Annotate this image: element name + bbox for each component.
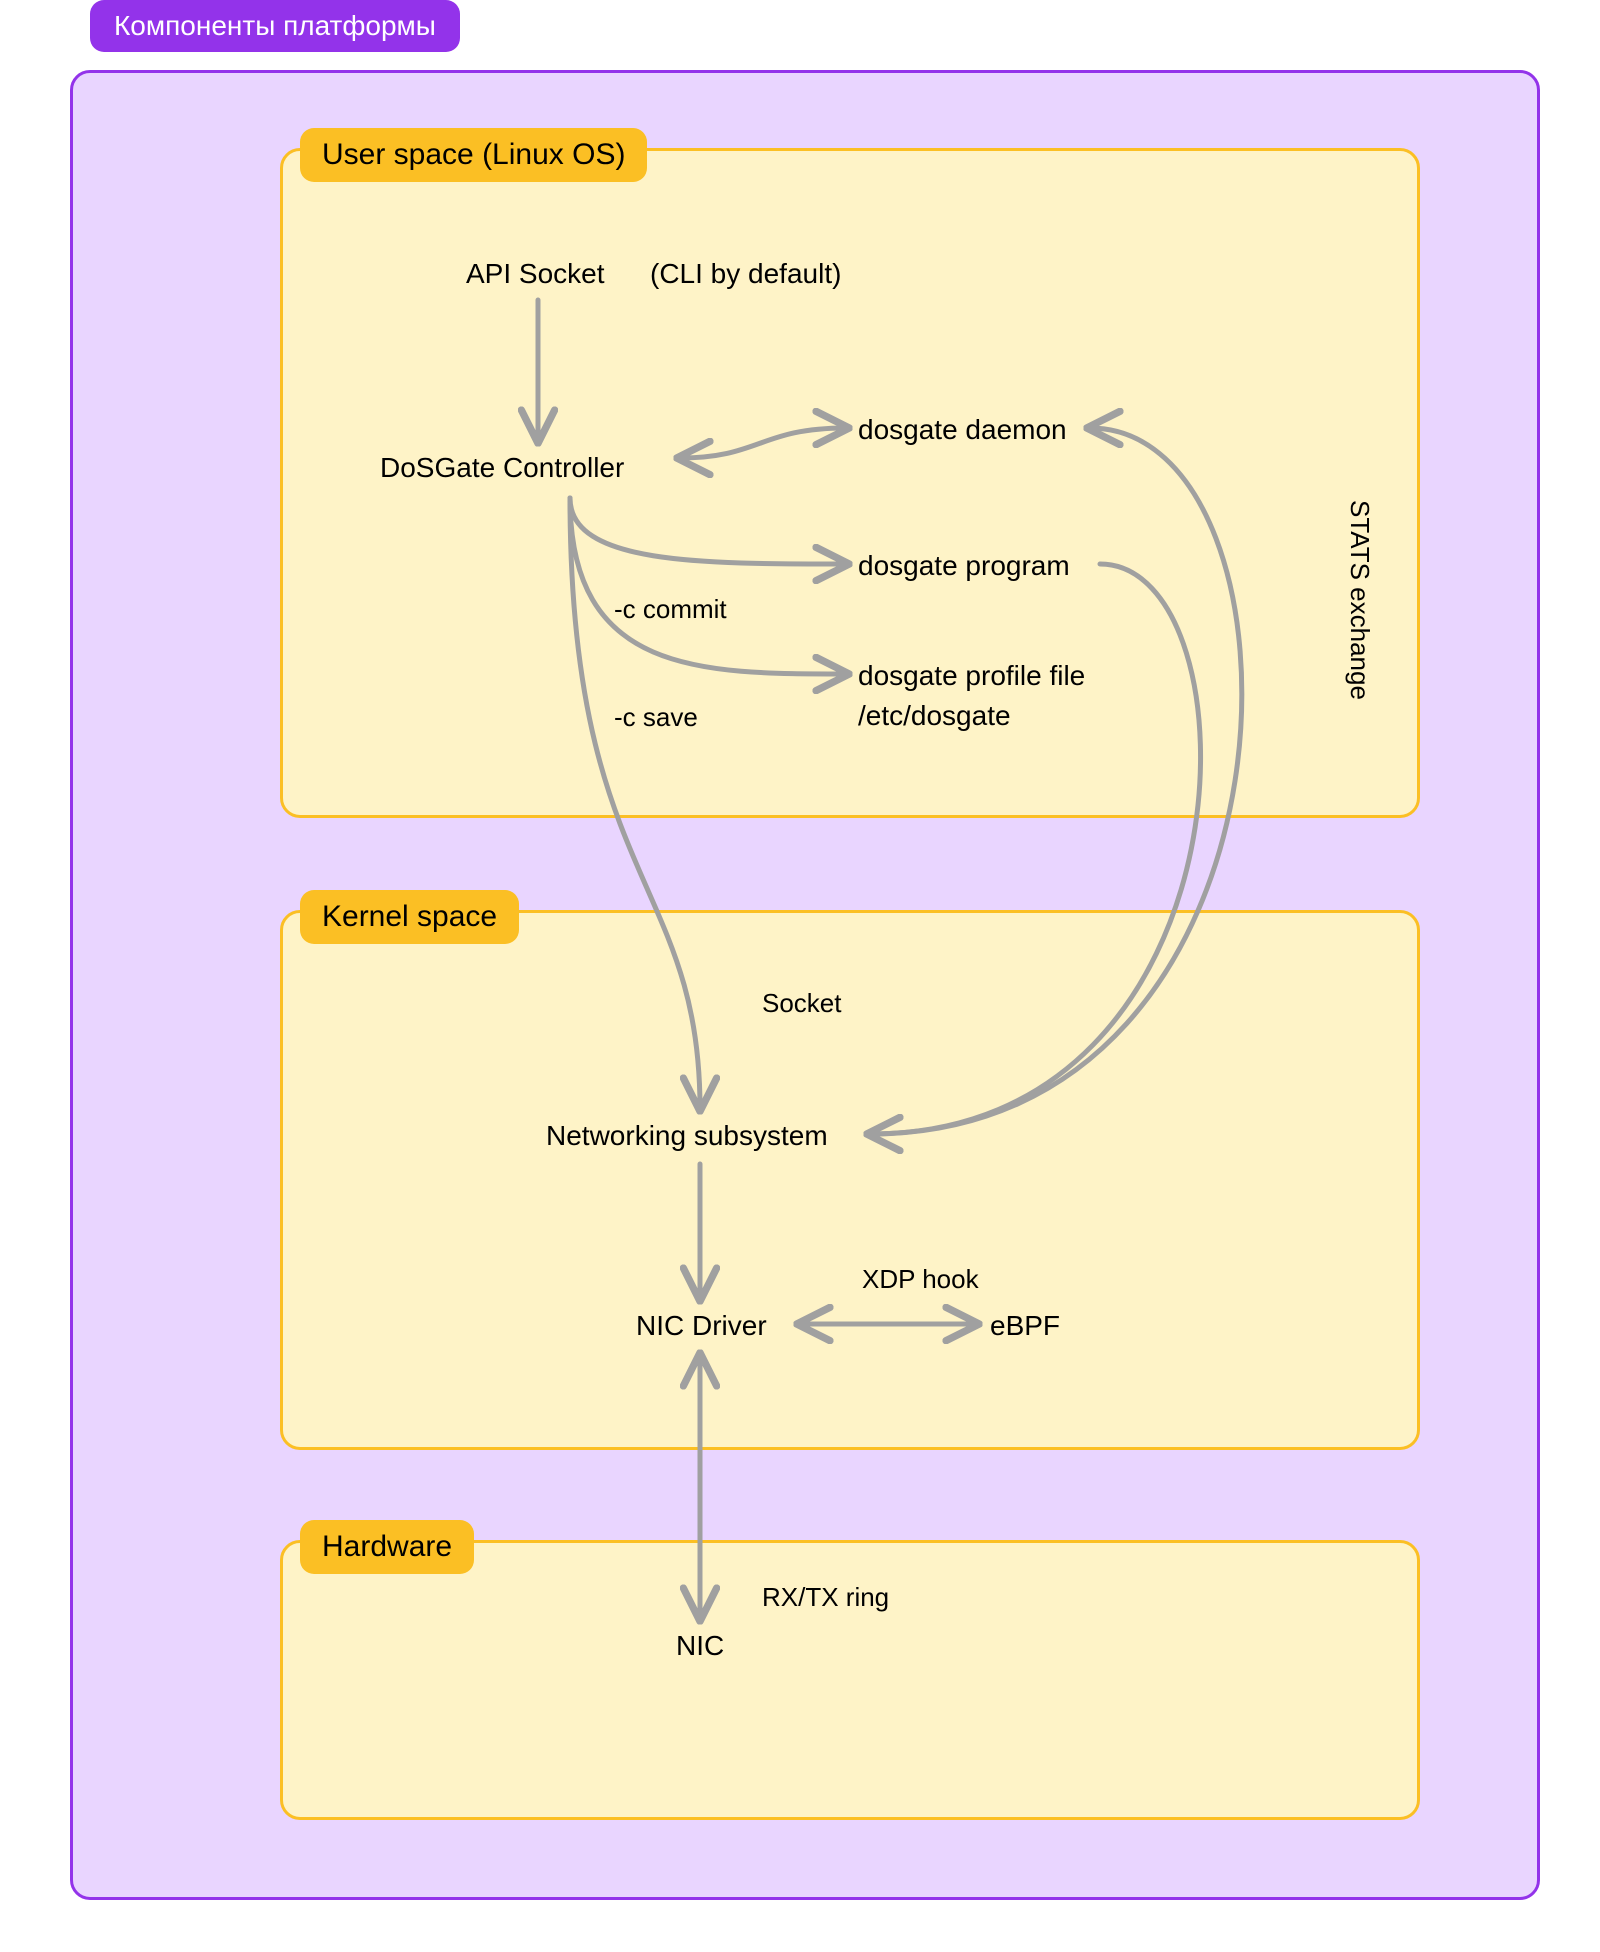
panel-title-userspace: User space (Linux OS) xyxy=(300,128,647,182)
panel-kernelspace xyxy=(280,910,1420,1450)
edge-label-socket: Socket xyxy=(762,988,842,1019)
node-cli: (CLI by default) xyxy=(650,258,841,290)
edge-label-commit: -c commit xyxy=(614,594,727,625)
node-nic: NIC xyxy=(676,1630,724,1662)
panel-title-kernelspace: Kernel space xyxy=(300,890,519,944)
node-program: dosgate program xyxy=(858,550,1070,582)
outer-title: Компоненты платформы xyxy=(90,0,460,52)
node-controller: DoSGate Controller xyxy=(380,452,624,484)
node-profile: dosgate profile file xyxy=(858,660,1085,692)
node-daemon: dosgate daemon xyxy=(858,414,1067,446)
panel-title-hardware: Hardware xyxy=(300,1520,474,1574)
edge-label-xdphook: XDP hook xyxy=(862,1264,979,1295)
edge-label-rxtx: RX/TX ring xyxy=(762,1582,889,1613)
node-etc: /etc/dosgate xyxy=(858,700,1011,732)
node-netsub: Networking subsystem xyxy=(546,1120,828,1152)
node-ebpf: eBPF xyxy=(990,1310,1060,1342)
node-api_socket: API Socket xyxy=(466,258,605,290)
edge-label-save: -c save xyxy=(614,702,698,733)
node-nicdriver: NIC Driver xyxy=(636,1310,767,1342)
edge-label-stats: STATS exchange xyxy=(1344,500,1375,700)
